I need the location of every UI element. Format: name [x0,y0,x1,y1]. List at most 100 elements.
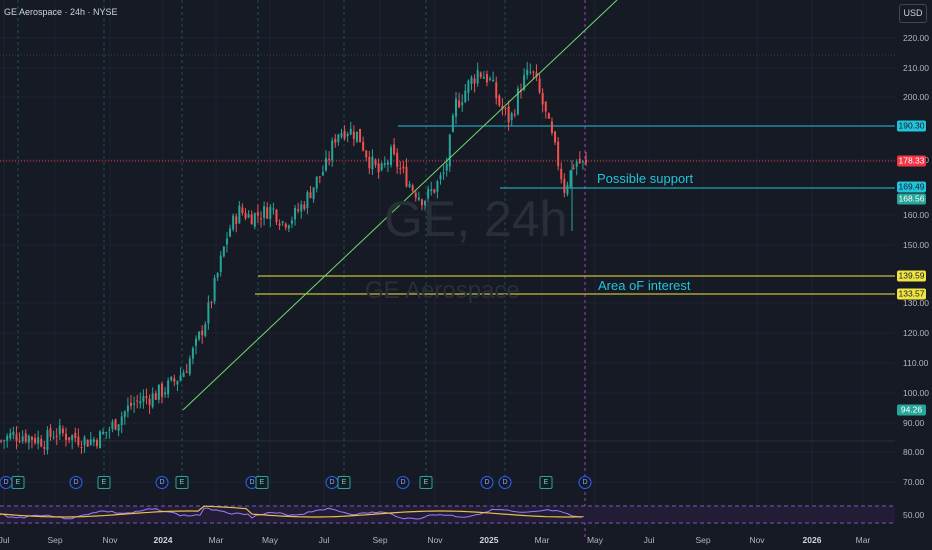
earnings-marker[interactable]: E [11,476,25,489]
candle-body [290,220,293,224]
candle-body [99,431,102,449]
ascending-trendline[interactable] [182,0,618,411]
earnings-marker[interactable]: E [419,476,433,489]
x-tick-label: May [586,535,604,545]
candle-body [451,115,454,132]
price-badge: 169.49 [897,181,926,193]
candle-body [123,411,126,417]
earnings-marker[interactable]: E [97,476,111,489]
candle-body [427,189,430,199]
candle-body [68,437,71,440]
x-tick-label: Nov [102,535,118,545]
candle-body [80,447,83,449]
candle-body [210,301,213,303]
dividend-marker[interactable]: D [578,476,592,489]
earnings-marker[interactable]: E [255,476,269,489]
dividend-marker[interactable]: D [155,476,169,489]
earnings-marker[interactable]: E [175,476,189,489]
y-tick-label: 110.00 [903,358,929,368]
watermark-name: GE Aerospace [365,277,520,304]
candle-body [40,438,43,447]
candle-body [420,199,423,206]
candle-body [6,435,9,441]
candle-body [544,101,547,112]
candle-body [396,152,399,167]
candle-body [151,393,154,408]
dividend-marker[interactable]: D [69,476,83,489]
candle-body [105,431,108,433]
y-tick-label: 100.00 [903,388,929,398]
annotation-area-of-interest[interactable]: Area oF interest [598,278,691,293]
candle-body [380,163,383,171]
dividend-marker[interactable]: D [396,476,410,489]
candle-body [529,71,532,73]
dividend-marker[interactable]: D [498,476,512,489]
candle-body [383,163,386,165]
candle-body [133,403,136,405]
candle-body [95,440,98,447]
y-tick-label: 90.00 [903,418,925,428]
candle-body [182,372,185,377]
x-tick-label: May [261,535,279,545]
x-tick-label: Jul [318,535,330,545]
candle-body [18,441,21,443]
candle-body [359,128,362,143]
candle-body [235,216,238,225]
x-tick-label: Nov [427,535,443,545]
candle-body [386,162,389,165]
currency-button[interactable]: USD [899,4,927,23]
earnings-marker[interactable]: E [539,476,553,489]
candle-body [244,212,247,219]
candle-body [516,88,519,115]
candle-body [266,207,269,219]
candle-body [445,163,448,171]
candle-body [424,200,427,206]
y-tick-label: 80.00 [903,447,925,457]
candle-body [405,166,408,187]
candle-body [86,439,89,447]
price-badge: 190.30 [897,120,926,132]
candle-body [303,204,306,210]
candle-body [430,189,433,192]
candle-body [247,214,250,218]
candle-body [74,432,77,439]
candle-body [37,437,40,444]
candle-body [458,100,461,108]
candle-body [489,78,492,80]
candle-body [566,184,569,195]
horizontal-levels[interactable] [0,54,895,295]
candle-body [232,215,235,230]
candle-body [492,79,495,82]
candle-body [442,172,445,174]
candle-body [179,375,182,381]
dividend-marker[interactable]: D [480,476,494,489]
candle-body [554,131,557,143]
candle-body [114,419,117,430]
candle-body [294,207,297,220]
candle-body [148,398,151,406]
candle-body [145,396,148,398]
candle-body [455,98,457,117]
rsi-signal-line [0,505,583,518]
candle-body [309,192,312,198]
candle-body [207,302,210,324]
candle-body [414,192,417,198]
candle-body [340,133,343,137]
candle-body [461,102,464,106]
trendline[interactable] [182,0,618,411]
annotation-possible-support[interactable]: Possible support [597,171,694,186]
candle-body [510,113,513,121]
candle-body [417,197,420,200]
candle-body [176,380,179,385]
earnings-marker[interactable]: E [337,476,351,489]
candle-body [377,163,380,173]
x-tick-label: Sep [47,535,63,545]
candle-body [9,432,12,439]
candle-body [222,246,225,257]
candle-body [557,141,560,167]
candle-body [0,440,2,442]
candle-body [473,78,476,84]
candle-body [160,383,163,397]
